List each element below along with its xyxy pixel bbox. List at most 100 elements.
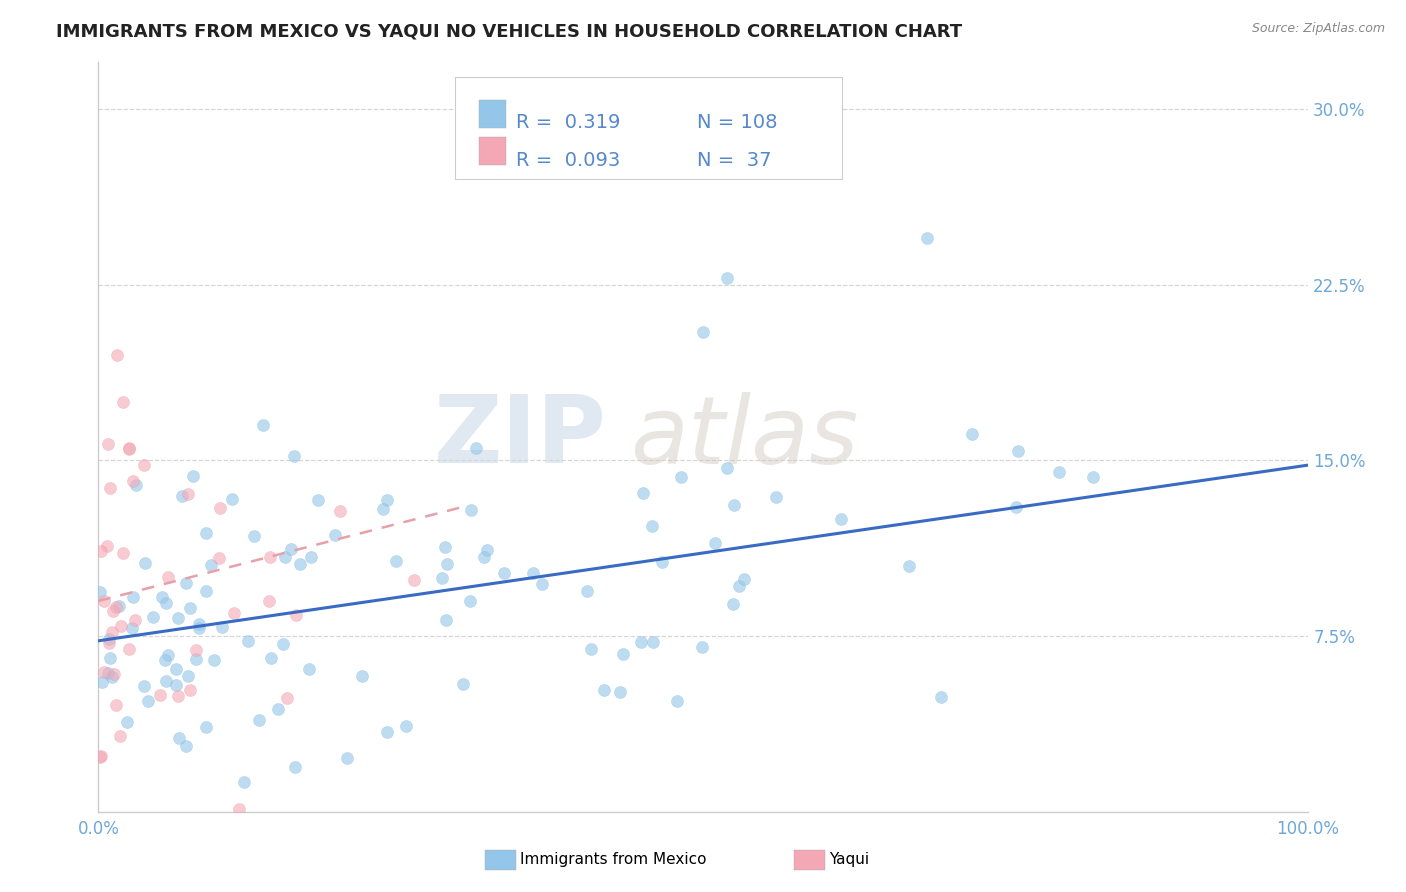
Point <box>103 604 125 618</box>
Point <box>167 731 190 745</box>
Point <box>1081 469 1104 483</box>
Point <box>288 557 311 571</box>
Point <box>188 621 211 635</box>
Point <box>118 442 141 456</box>
FancyBboxPatch shape <box>456 78 842 178</box>
Point <box>609 685 631 699</box>
Point <box>434 540 457 554</box>
Point <box>172 489 194 503</box>
Point <box>156 648 179 663</box>
Point <box>530 576 553 591</box>
Point <box>276 690 298 705</box>
Point <box>666 694 689 708</box>
Point <box>200 558 222 572</box>
Point <box>492 566 515 580</box>
Point <box>149 688 172 702</box>
Point <box>929 690 952 705</box>
Point <box>108 599 131 614</box>
Point <box>105 698 128 712</box>
Point <box>575 584 598 599</box>
Point <box>93 665 115 679</box>
Point <box>472 549 495 564</box>
Point <box>329 504 352 518</box>
Point <box>222 607 245 621</box>
Point <box>1047 465 1070 479</box>
Point <box>98 651 121 665</box>
Point <box>612 648 634 662</box>
Point <box>436 557 458 571</box>
Point <box>271 637 294 651</box>
Point <box>121 622 143 636</box>
Point <box>111 395 134 409</box>
Point <box>651 555 673 569</box>
Point <box>211 620 233 634</box>
Point <box>195 720 218 734</box>
Point <box>765 491 787 505</box>
Point <box>243 528 266 542</box>
Text: Source: ZipAtlas.com: Source: ZipAtlas.com <box>1251 22 1385 36</box>
Point <box>150 590 173 604</box>
Text: atlas: atlas <box>630 392 859 483</box>
Point <box>962 427 984 442</box>
Point <box>101 624 124 639</box>
Point <box>915 231 938 245</box>
Point <box>153 653 176 667</box>
Point <box>155 674 177 689</box>
Point <box>465 441 488 455</box>
Point <box>630 635 652 649</box>
Point <box>460 503 482 517</box>
Point <box>125 478 148 492</box>
Point <box>284 607 307 622</box>
Point <box>111 546 134 560</box>
Point <box>97 437 120 451</box>
Point <box>228 802 250 816</box>
Point <box>579 642 602 657</box>
Point <box>176 669 198 683</box>
Point <box>247 714 270 728</box>
Point <box>89 585 111 599</box>
FancyBboxPatch shape <box>479 100 506 128</box>
Point <box>156 570 179 584</box>
Point <box>371 501 394 516</box>
Point <box>117 714 139 729</box>
Point <box>124 613 146 627</box>
Point <box>451 677 474 691</box>
Text: Yaqui: Yaqui <box>830 853 870 867</box>
Point <box>142 610 165 624</box>
Point <box>238 634 260 648</box>
Point <box>98 632 121 647</box>
Point <box>430 571 453 585</box>
Point <box>352 669 374 683</box>
Point <box>97 665 120 680</box>
Point <box>259 594 281 608</box>
Point <box>93 593 115 607</box>
Point <box>179 601 201 615</box>
Point <box>375 493 398 508</box>
Point <box>174 739 197 753</box>
Point <box>91 674 114 689</box>
Point <box>323 527 346 541</box>
Point <box>104 599 127 614</box>
Point <box>641 634 664 648</box>
Point <box>134 556 156 570</box>
Point <box>208 551 231 566</box>
Text: ZIP: ZIP <box>433 391 606 483</box>
Point <box>89 749 111 764</box>
Point <box>669 470 692 484</box>
FancyBboxPatch shape <box>479 136 506 165</box>
Point <box>897 559 920 574</box>
Point <box>283 760 305 774</box>
Point <box>118 441 141 455</box>
Text: R =  0.319: R = 0.319 <box>516 113 620 132</box>
Text: IMMIGRANTS FROM MEXICO VS YAQUI NO VEHICLES IN HOUSEHOLD CORRELATION CHART: IMMIGRANTS FROM MEXICO VS YAQUI NO VEHIC… <box>56 22 962 40</box>
Text: R =  0.093: R = 0.093 <box>516 151 620 169</box>
Point <box>105 348 128 362</box>
Point <box>641 519 664 533</box>
Point <box>90 748 112 763</box>
Point <box>101 670 124 684</box>
Point <box>733 572 755 586</box>
Point <box>259 549 281 564</box>
Point <box>165 662 187 676</box>
Point <box>404 573 426 587</box>
Point <box>830 512 852 526</box>
